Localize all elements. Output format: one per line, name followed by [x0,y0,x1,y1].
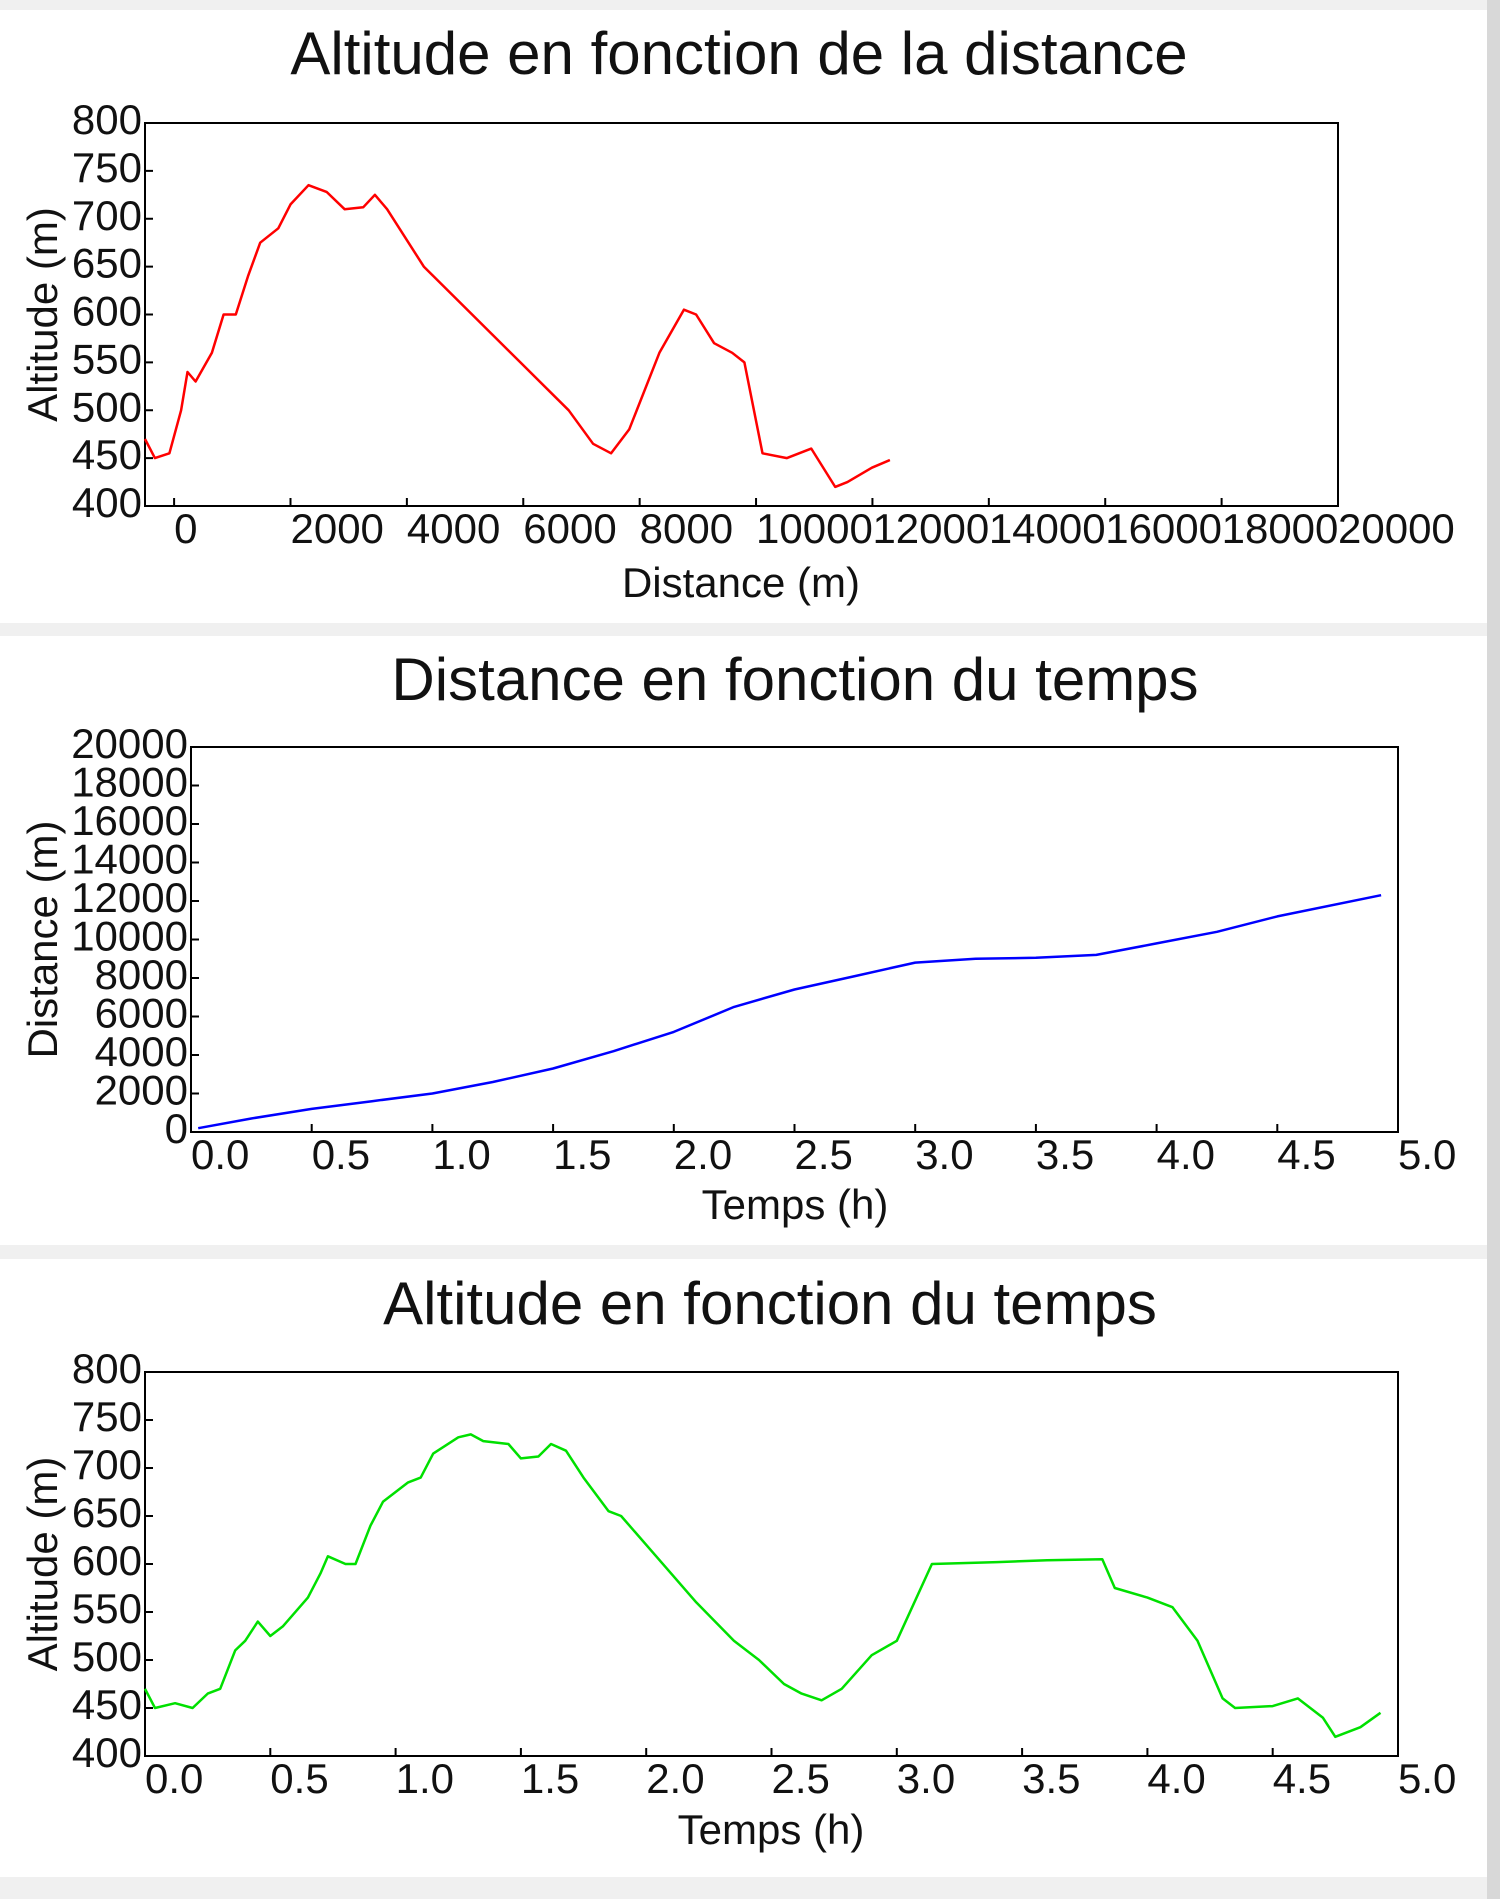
x-tick-label: 3.5 [1022,1755,1080,1802]
x-axis-label: Distance (m) [622,559,860,606]
x-tick-label: 10000 [756,505,873,552]
y-tick-label: 800 [72,1345,142,1392]
x-tick-label: 2.5 [772,1755,830,1802]
x-tick-label: 1.0 [432,1131,490,1178]
y-tick-label: 400 [72,479,142,526]
y-axis-label: Altitude (m) [19,207,66,422]
y-tick-label: 10000 [71,913,188,960]
x-tick-label: 5.0 [1398,1755,1456,1802]
x-tick-label: 0.5 [312,1131,370,1178]
x-tick-label: 3.0 [915,1131,973,1178]
x-tick-label: 8000 [640,505,733,552]
x-tick-label: 0.0 [191,1131,249,1178]
y-tick-label: 600 [72,1537,142,1584]
x-axis-label: Temps (h) [702,1181,889,1228]
x-tick-label: 6000 [523,505,616,552]
y-tick-label: 600 [72,288,142,335]
x-tick-label: 18000 [1222,505,1339,552]
y-tick-label: 8000 [95,951,188,998]
y-tick-label: 20000 [71,720,188,767]
plot-area [144,1371,1399,1757]
x-tick-label: 2.0 [646,1755,704,1802]
plot-area [144,122,1339,507]
y-tick-label: 18000 [71,759,188,806]
y-tick-label: 650 [72,1489,142,1536]
x-tick-label: 4.5 [1277,1131,1335,1178]
x-tick-label: 5.0 [1398,1131,1456,1178]
x-tick-label: 4.0 [1147,1755,1205,1802]
y-tick-label: 550 [72,335,142,382]
x-tick-label: 16000 [1105,505,1222,552]
y-tick-label: 550 [72,1585,142,1632]
y-tick-label: 500 [72,383,142,430]
x-tick-label: 12000 [872,505,989,552]
y-tick-label: 500 [72,1633,142,1680]
data-line [197,893,1382,1130]
x-axis-label: Temps (h) [678,1806,865,1853]
y-tick-label: 14000 [71,836,188,883]
x-tick-label: 1.5 [521,1755,579,1802]
y-tick-label: 800 [72,96,142,143]
y-tick-label: 2000 [95,1067,188,1114]
chart-title: Distance en fonction du temps [391,646,1198,713]
x-tick-label: 3.5 [1036,1131,1094,1178]
y-axis-label: Distance (m) [19,820,66,1058]
x-tick-label: 14000 [989,505,1106,552]
x-tick-label: 0 [174,505,197,552]
data-line [143,1433,1382,1739]
x-tick-label: 2000 [290,505,383,552]
x-tick-label: 1.5 [553,1131,611,1178]
x-tick-label: 20000 [1338,505,1455,552]
x-tick-label: 0.5 [270,1755,328,1802]
x-tick-label: 4.5 [1273,1755,1331,1802]
x-tick-label: 4.0 [1157,1131,1215,1178]
plot-area [190,746,1399,1133]
y-tick-label: 700 [72,1441,142,1488]
scrollbar-edge [1487,0,1500,1899]
y-tick-label: 4000 [95,1028,188,1075]
x-tick-label: 4000 [407,505,500,552]
x-tick-label: 3.0 [897,1755,955,1802]
y-tick-label: 0 [165,1105,188,1152]
x-tick-label: 2.0 [674,1131,732,1178]
x-tick-label: 0.0 [145,1755,203,1802]
y-tick-label: 750 [72,144,142,191]
y-tick-label: 6000 [95,990,188,1037]
y-tick-label: 16000 [71,797,188,844]
y-tick-label: 12000 [71,874,188,921]
chart-title: Altitude en fonction du temps [383,1270,1157,1337]
y-tick-label: 750 [72,1393,142,1440]
y-tick-label: 450 [72,431,142,478]
data-line [143,183,891,489]
y-tick-label: 650 [72,240,142,287]
y-tick-label: 450 [72,1681,142,1728]
x-tick-label: 2.5 [795,1131,853,1178]
y-tick-label: 700 [72,192,142,239]
chart-title: Altitude en fonction de la distance [290,20,1187,87]
y-tick-label: 400 [72,1729,142,1776]
y-axis-label: Altitude (m) [19,1457,66,1672]
x-tick-label: 1.0 [396,1755,454,1802]
